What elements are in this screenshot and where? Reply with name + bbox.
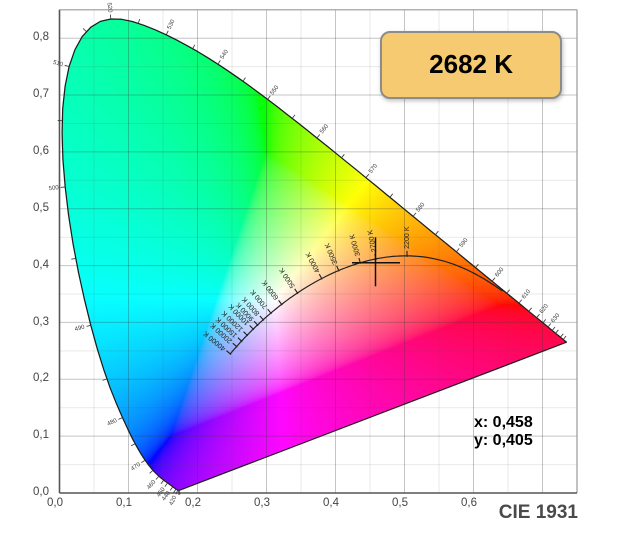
svg-text:600: 600: [494, 266, 505, 278]
svg-text:3500 K: 3500 K: [323, 242, 339, 266]
svg-text:550: 550: [270, 84, 281, 96]
svg-text:4000 K: 4000 K: [304, 250, 322, 274]
svg-text:3000 K: 3000 K: [348, 233, 362, 257]
svg-text:440: 440: [161, 490, 172, 502]
svg-text:450: 450: [156, 486, 167, 498]
svg-text:510: 510: [52, 60, 64, 69]
svg-text:490: 490: [74, 324, 86, 333]
svg-text:2700 K: 2700 K: [366, 229, 378, 253]
svg-text:580: 580: [415, 201, 426, 213]
svg-text:5000 K: 5000 K: [277, 266, 296, 289]
svg-text:620: 620: [539, 303, 550, 315]
svg-text:2200 K: 2200 K: [403, 226, 411, 249]
svg-text:560: 560: [319, 123, 330, 135]
svg-text:480: 480: [106, 418, 118, 428]
svg-text:460: 460: [146, 479, 158, 491]
svg-text:570: 570: [368, 163, 379, 175]
svg-text:590: 590: [459, 237, 470, 249]
svg-text:520: 520: [105, 2, 112, 13]
svg-text:420: 420: [169, 494, 179, 506]
svg-text:470: 470: [130, 461, 142, 472]
svg-text:530: 530: [167, 18, 177, 30]
svg-text:610: 610: [521, 288, 532, 300]
svg-text:500: 500: [48, 185, 59, 192]
svg-text:540: 540: [219, 48, 230, 60]
svg-text:630: 630: [550, 312, 561, 324]
